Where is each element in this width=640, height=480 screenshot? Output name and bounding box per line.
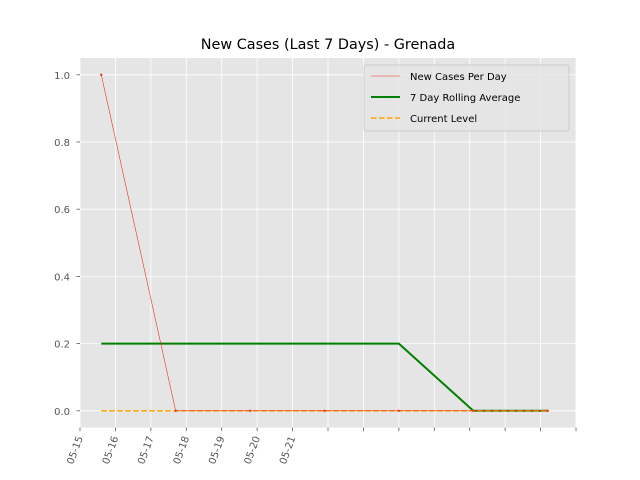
x-axis: 05-15 05-16 05-17 05-18 05-19 05-20 05-21	[66, 427, 577, 466]
x-tick-label: 05-16	[101, 435, 121, 466]
y-tick-label: 0.4	[54, 272, 70, 283]
x-tick-label: 05-21	[278, 435, 298, 466]
data-point	[472, 409, 475, 412]
x-tick-label: 05-20	[243, 435, 263, 466]
data-point	[174, 409, 177, 412]
gridlines	[79, 58, 577, 428]
y-tick-label: 0.6	[54, 205, 70, 216]
legend-label: Current Level	[410, 114, 477, 125]
data-point	[100, 73, 103, 77]
x-tick-label: 05-17	[136, 435, 156, 466]
data-point	[397, 409, 401, 412]
legend: New Cases Per Day 7 Day Rolling Average Cu…	[363, 64, 570, 132]
legend-box	[363, 64, 570, 132]
data-point	[323, 409, 326, 412]
x-tick-label: 05-19	[207, 435, 227, 466]
y-tick-label: 0.2	[54, 340, 70, 351]
chart-title: New Cases (Last 7 Days) - Grenada	[201, 37, 456, 53]
x-tick-label: 05-18	[172, 435, 192, 466]
data-point	[248, 409, 252, 412]
x-tick-label: 05-15	[66, 435, 86, 466]
y-tick-label: 0.0	[54, 407, 70, 418]
series-layer	[100, 73, 549, 412]
legend-label: New Cases Per Day	[410, 72, 507, 83]
y-tick-label: 0.8	[54, 138, 70, 149]
data-point	[546, 409, 549, 412]
y-tick-label: 1.0	[54, 71, 70, 82]
y-axis: 0.0 0.2 0.4 0.6 0.8 1.0	[54, 71, 80, 418]
legend-label: 7 Day Rolling Average	[410, 93, 520, 104]
